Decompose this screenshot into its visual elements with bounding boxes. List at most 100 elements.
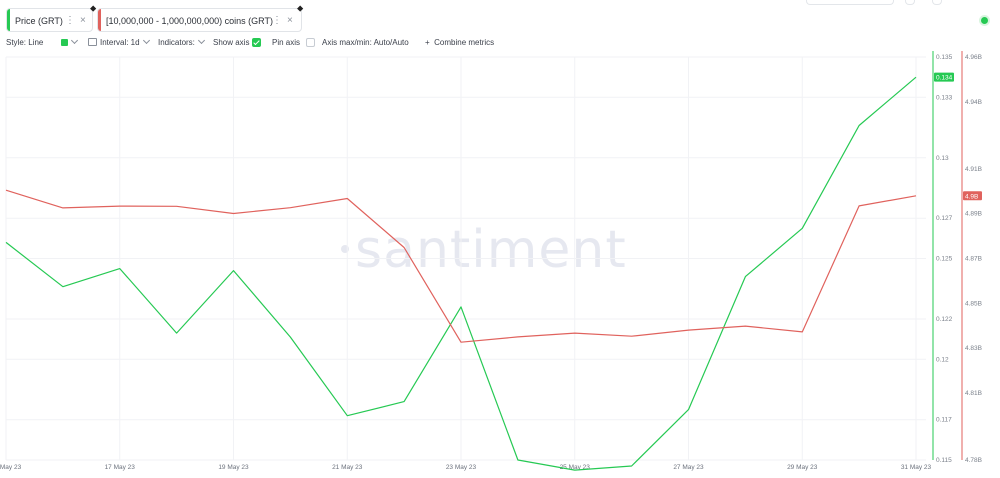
metric-chip-label: Price (GRT) (15, 16, 63, 26)
data-point (517, 459, 518, 460)
show-axis-toggle[interactable]: Show axis (213, 36, 261, 50)
data-point (176, 332, 177, 333)
x-tick-label: 25 May 23 (560, 464, 591, 471)
data-point (574, 469, 575, 470)
toolbar-button-edge[interactable] (932, 0, 942, 5)
data-point (5, 242, 6, 243)
axis-minmax-label: Axis max/min: Auto/Auto (322, 38, 409, 47)
last-value-badge (963, 191, 982, 201)
plus-icon: + (425, 38, 430, 47)
pin-axis-label: Pin axis (272, 38, 301, 47)
data-point (290, 207, 291, 208)
data-point (745, 276, 746, 277)
show-axis-label: Show axis (213, 38, 250, 47)
x-tick-label: 31 May 23 (901, 464, 932, 471)
last-value-label: 0.134 (936, 75, 953, 82)
close-icon[interactable]: × (80, 15, 86, 26)
x-tick-label: 19 May 23 (218, 464, 249, 471)
data-point (859, 125, 860, 126)
santiment-watermark: santiment (335, 220, 627, 280)
data-point (859, 205, 860, 206)
data-point (5, 190, 6, 191)
search-box-edge[interactable] (806, 0, 894, 5)
watermark-dot (341, 245, 349, 253)
data-point (802, 228, 803, 229)
data-point (802, 331, 803, 332)
top-tab-strip (0, 0, 1000, 8)
left-axis-tick-label: 0.13 (936, 155, 949, 162)
left-axis-tick-label: 0.127 (936, 215, 953, 222)
data-point (517, 336, 518, 337)
show-axis-checkbox[interactable] (251, 38, 261, 47)
right-axis-tick-label: 4.87B (965, 256, 982, 263)
metric-chip-price[interactable]: Price (GRT) ⋮ × ⬥ (6, 3, 96, 32)
ethereum-icon: ⬥ (297, 3, 304, 13)
data-point (119, 268, 120, 269)
metric-chip-holders[interactable]: [10,000,000 - 1,000,000,000) coins (GRT)… (97, 3, 303, 32)
last-value-badge (934, 72, 954, 82)
right-axis-tick-label: 4.96B (965, 54, 982, 61)
right-axis-tick-label: 4.94B (965, 99, 982, 106)
axis-minmax-selector[interactable]: Axis max/min: Auto/Auto (322, 36, 409, 50)
x-tick-label: 27 May 23 (673, 464, 704, 471)
right-axis-tick-label: 4.85B (965, 300, 982, 307)
color-selector[interactable] (61, 36, 79, 50)
data-point (460, 306, 461, 307)
left-axis-tick-label: 0.125 (936, 256, 953, 263)
x-tick-label: 23 May 23 (446, 464, 477, 471)
metric-color-bar (98, 9, 101, 31)
vertical-dots-icon[interactable]: ⋮ (65, 15, 75, 26)
data-point (688, 330, 689, 331)
status-dot-icon (981, 17, 988, 24)
right-axis-tick-label: 4.91B (965, 166, 982, 173)
interval-label: Interval: 1d (100, 38, 140, 47)
data-point (233, 270, 234, 271)
data-point (631, 465, 632, 466)
data-point (233, 213, 234, 214)
right-axis-tick-label: 4.78B (965, 457, 982, 464)
left-axis-tick-label: 0.133 (936, 94, 953, 101)
style-selector[interactable]: Style: Line (6, 36, 43, 50)
combine-metrics-button[interactable]: + Combine metrics (425, 36, 494, 50)
data-point (688, 409, 689, 410)
data-point (460, 342, 461, 343)
right-axis-tick-label: 4.83B (965, 345, 982, 352)
right-axis-tick-label: 4.89B (965, 211, 982, 218)
indicators-selector[interactable]: Indicators: (158, 36, 205, 50)
x-tick-label: 21 May 23 (332, 464, 363, 471)
left-axis-tick-label: 0.12 (936, 356, 949, 363)
calendar-icon (88, 38, 97, 46)
right-axis-tick-label: 4.81B (965, 390, 982, 397)
watermark-text: santiment (355, 220, 627, 280)
left-axis-tick-label: 0.135 (936, 54, 953, 61)
vertical-dots-icon[interactable]: ⋮ (272, 15, 282, 26)
data-point (404, 247, 405, 248)
left-axis-tick-label: 0.115 (936, 457, 952, 464)
close-icon[interactable]: × (287, 15, 293, 26)
data-point (574, 332, 575, 333)
data-point (290, 336, 291, 337)
series-line-holders (5, 189, 917, 343)
data-point (119, 206, 120, 207)
data-point (176, 206, 177, 207)
pin-axis-checkbox[interactable] (306, 38, 316, 47)
data-point (745, 326, 746, 327)
ethereum-icon: ⬥ (90, 3, 97, 13)
interval-selector[interactable]: Interval: 1d (88, 36, 150, 50)
toolbar-button-edge[interactable] (905, 0, 915, 5)
combine-metrics-label: Combine metrics (434, 38, 495, 47)
series-line-price (5, 76, 917, 471)
pin-axis-toggle[interactable]: Pin axis (272, 36, 316, 50)
metric-color-bar (7, 9, 10, 31)
metric-chip-label: [10,000,000 - 1,000,000,000) coins (GRT) (106, 16, 273, 26)
data-point (915, 195, 916, 196)
data-point (404, 401, 405, 402)
data-point (62, 286, 63, 287)
data-point (631, 336, 632, 337)
data-point (347, 198, 348, 199)
left-axis-tick-label: 0.122 (936, 316, 953, 323)
data-point (347, 415, 348, 416)
x-tick-label: 29 May 23 (787, 464, 818, 471)
x-tick-label: 15 May 23 (0, 464, 22, 471)
